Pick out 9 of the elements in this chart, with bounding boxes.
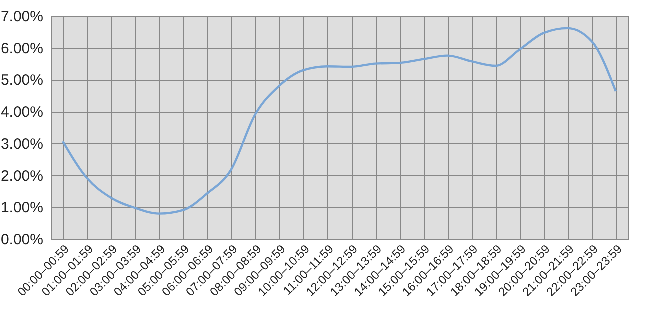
y-tick-label: 3.00%	[0, 136, 44, 153]
y-tick-label: 0.00%	[0, 232, 44, 248]
y-tick-label: 2.00%	[0, 168, 44, 185]
y-tick-label: 7.00%	[0, 8, 44, 26]
y-tick-label: 6.00%	[0, 40, 44, 58]
y-tick-label: 5.00%	[0, 72, 44, 90]
y-tick-label: 1.00%	[0, 200, 44, 217]
line-series	[62, 27, 618, 215]
y-tick-label: 4.00%	[0, 104, 44, 122]
